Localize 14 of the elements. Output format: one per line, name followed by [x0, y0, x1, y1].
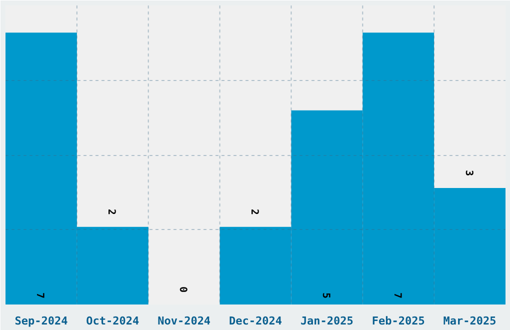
data-label: 2 [106, 208, 117, 215]
x-tick-label: Dec-2024 [229, 314, 282, 328]
data-label: 7 [391, 292, 402, 299]
x-tick-label: Jan-2025 [300, 314, 354, 328]
data-label: 2 [248, 208, 260, 215]
x-tick-label: Oct-2024 [86, 314, 140, 328]
data-label: 5 [320, 292, 331, 299]
x-tick-label: Feb-2025 [372, 314, 425, 328]
x-tick-label: Mar-2025 [443, 314, 496, 328]
data-label: 7 [34, 292, 46, 299]
data-label: 0 [177, 286, 188, 293]
x-tick-label: Nov-2024 [158, 314, 211, 328]
data-label: 3 [462, 170, 474, 176]
x-tick-label: Sep-2024 [14, 314, 68, 328]
